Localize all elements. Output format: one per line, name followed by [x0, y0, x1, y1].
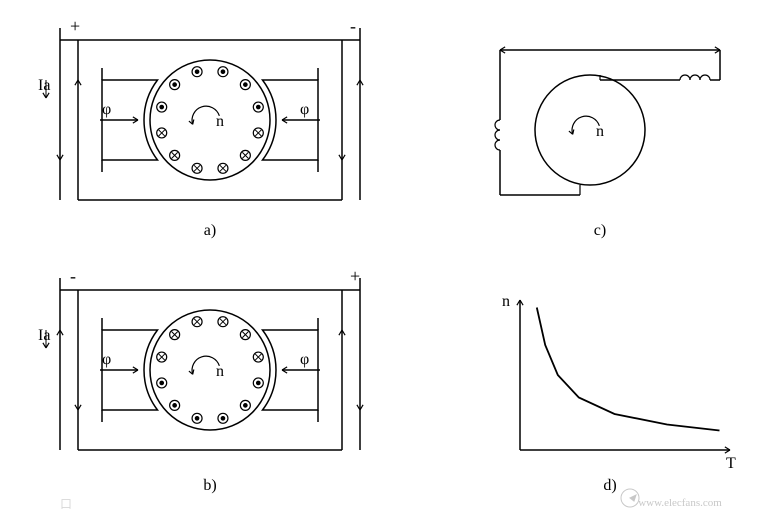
- svg-text:+: +: [350, 266, 360, 286]
- svg-text:+: +: [70, 16, 80, 36]
- svg-text:-: -: [70, 266, 76, 286]
- axis-n: n: [502, 293, 510, 310]
- panel-b: n φ φ - + Ia: [38, 266, 363, 450]
- panel-a: n φ φ + - Ia: [38, 16, 363, 200]
- svg-text:www.elecfans.com: www.elecfans.com: [638, 497, 722, 509]
- svg-text:n: n: [216, 113, 224, 130]
- panel-c: n: [495, 47, 720, 195]
- svg-text:-: -: [350, 16, 356, 36]
- svg-text:口: 口: [60, 497, 72, 511]
- caption-d: d): [603, 477, 616, 494]
- caption-c: c): [594, 222, 606, 239]
- svg-text:n: n: [596, 123, 604, 140]
- watermark: www.elecfans.com: [621, 489, 722, 509]
- svg-text:φ: φ: [300, 351, 309, 368]
- figure-root: nφφ+-Iaa)nφφ-+Iab)nc)nTd)www.elecfans.co…: [0, 0, 772, 514]
- svg-text:Ia: Ia: [38, 327, 50, 344]
- svg-text:φ: φ: [300, 101, 309, 118]
- caption-a: a): [204, 222, 216, 239]
- svg-text:n: n: [216, 363, 224, 380]
- svg-text:Ia: Ia: [38, 77, 50, 94]
- svg-text:φ: φ: [102, 101, 111, 118]
- panel-d: nT: [502, 293, 736, 472]
- svg-text:φ: φ: [102, 351, 111, 368]
- caption-b: b): [203, 477, 216, 494]
- axis-T: T: [726, 455, 736, 472]
